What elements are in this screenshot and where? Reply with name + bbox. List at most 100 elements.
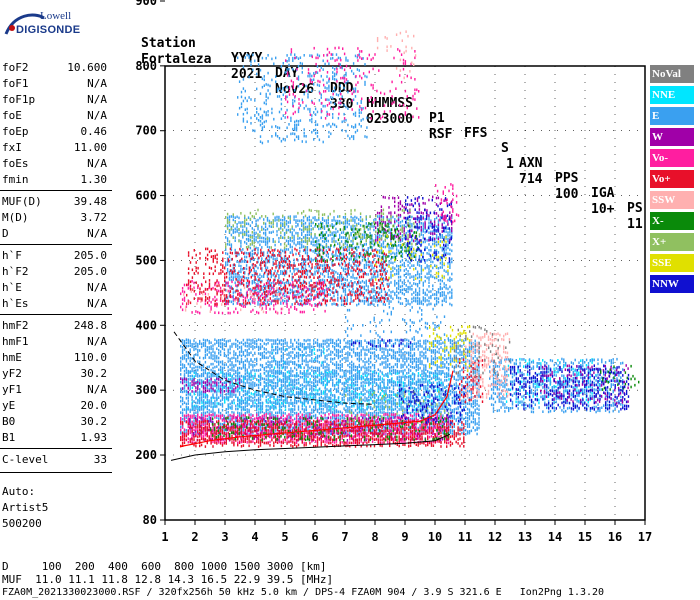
echo-point bbox=[356, 374, 359, 378]
echo-point bbox=[366, 405, 368, 408]
echo-point bbox=[328, 367, 330, 370]
echo-point bbox=[409, 342, 412, 346]
echo-point bbox=[271, 343, 273, 346]
echo-point bbox=[303, 342, 305, 346]
echo-point bbox=[237, 344, 239, 347]
echo-point bbox=[311, 401, 313, 405]
echo-point bbox=[326, 410, 328, 413]
echo-point bbox=[343, 387, 345, 391]
echo-point bbox=[251, 263, 253, 267]
echo-point bbox=[273, 348, 275, 352]
echo-point bbox=[274, 248, 276, 251]
echo-point bbox=[253, 267, 255, 271]
echo-point bbox=[229, 406, 231, 409]
echo-point bbox=[202, 374, 205, 378]
echo-point bbox=[204, 348, 207, 351]
echo-point bbox=[214, 365, 216, 369]
echo-point bbox=[208, 375, 210, 378]
echo-point bbox=[314, 341, 317, 344]
param-name: foF1p bbox=[2, 93, 36, 106]
echo-point bbox=[240, 341, 243, 344]
echo-point bbox=[360, 353, 362, 357]
echo-point bbox=[353, 404, 355, 408]
param-row: fmin 1.30 bbox=[2, 172, 107, 188]
echo-point bbox=[366, 353, 368, 356]
echo-point bbox=[263, 412, 265, 415]
echo-point bbox=[408, 363, 410, 367]
echo-point bbox=[254, 351, 256, 355]
echo-point bbox=[419, 374, 422, 377]
echo-point bbox=[221, 408, 224, 412]
echo-point bbox=[244, 411, 246, 415]
echo-point bbox=[478, 387, 480, 391]
echo-point bbox=[421, 369, 423, 373]
echo-point bbox=[449, 360, 452, 363]
echo-point bbox=[402, 407, 404, 411]
echo-point bbox=[226, 270, 229, 273]
echo-point bbox=[379, 387, 381, 390]
echo-point bbox=[335, 350, 338, 354]
echo-point bbox=[408, 368, 410, 371]
echo-point bbox=[299, 397, 302, 400]
echo-point bbox=[238, 401, 241, 405]
echo-point bbox=[411, 362, 414, 365]
echo-point bbox=[358, 354, 360, 358]
echo-point bbox=[280, 364, 283, 367]
echo-point bbox=[377, 372, 380, 376]
echo-point bbox=[219, 353, 222, 357]
echo-point bbox=[309, 387, 311, 391]
echo-point bbox=[461, 384, 463, 387]
echo-point bbox=[442, 362, 444, 366]
echo-point bbox=[200, 412, 203, 415]
echo-point bbox=[204, 360, 207, 364]
echo-point bbox=[419, 343, 421, 346]
echo-point bbox=[408, 389, 410, 393]
echo-point bbox=[295, 345, 298, 349]
echo-point bbox=[212, 393, 214, 396]
echo-point bbox=[297, 338, 300, 342]
echo-point bbox=[322, 401, 324, 404]
echo-point bbox=[528, 394, 531, 397]
echo-point bbox=[453, 417, 455, 420]
echo-point bbox=[328, 372, 330, 376]
echo-point bbox=[200, 396, 203, 399]
echo-point bbox=[404, 407, 406, 411]
x-tick-label: 14 bbox=[548, 530, 562, 544]
echo-point bbox=[274, 290, 276, 294]
echo-point bbox=[328, 371, 330, 374]
echo-point bbox=[345, 374, 347, 378]
echo-point bbox=[206, 338, 208, 342]
echo-point bbox=[309, 345, 311, 348]
echo-point bbox=[299, 353, 302, 357]
echo-point bbox=[411, 348, 414, 351]
echo-point bbox=[335, 399, 338, 402]
echo-point bbox=[390, 393, 393, 397]
echo-point bbox=[261, 404, 264, 408]
echo-point bbox=[436, 381, 438, 385]
echo-point bbox=[421, 402, 423, 405]
autoscaler-name: Artist5 bbox=[2, 501, 49, 514]
echo-point bbox=[303, 402, 305, 405]
echo-point bbox=[419, 351, 421, 354]
echo-point bbox=[337, 351, 340, 355]
header-value: Fortaleza bbox=[141, 52, 212, 67]
echo-point bbox=[466, 407, 469, 411]
echo-point bbox=[210, 347, 212, 351]
echo-point bbox=[453, 391, 455, 394]
echo-point bbox=[387, 395, 389, 398]
echo-point bbox=[225, 344, 227, 348]
echo-point bbox=[305, 380, 307, 384]
echo-point bbox=[474, 418, 476, 421]
echo-point bbox=[316, 369, 319, 372]
echo-point bbox=[235, 395, 237, 398]
echo-point bbox=[257, 257, 259, 261]
echo-point bbox=[425, 347, 427, 351]
param-value: 20.0 bbox=[80, 399, 108, 412]
echo-point bbox=[457, 406, 459, 409]
echo-point bbox=[415, 380, 417, 384]
param-name: hmF1 bbox=[2, 335, 29, 348]
echo-point bbox=[574, 386, 576, 390]
echo-point bbox=[250, 383, 252, 387]
echo-point bbox=[341, 365, 343, 368]
